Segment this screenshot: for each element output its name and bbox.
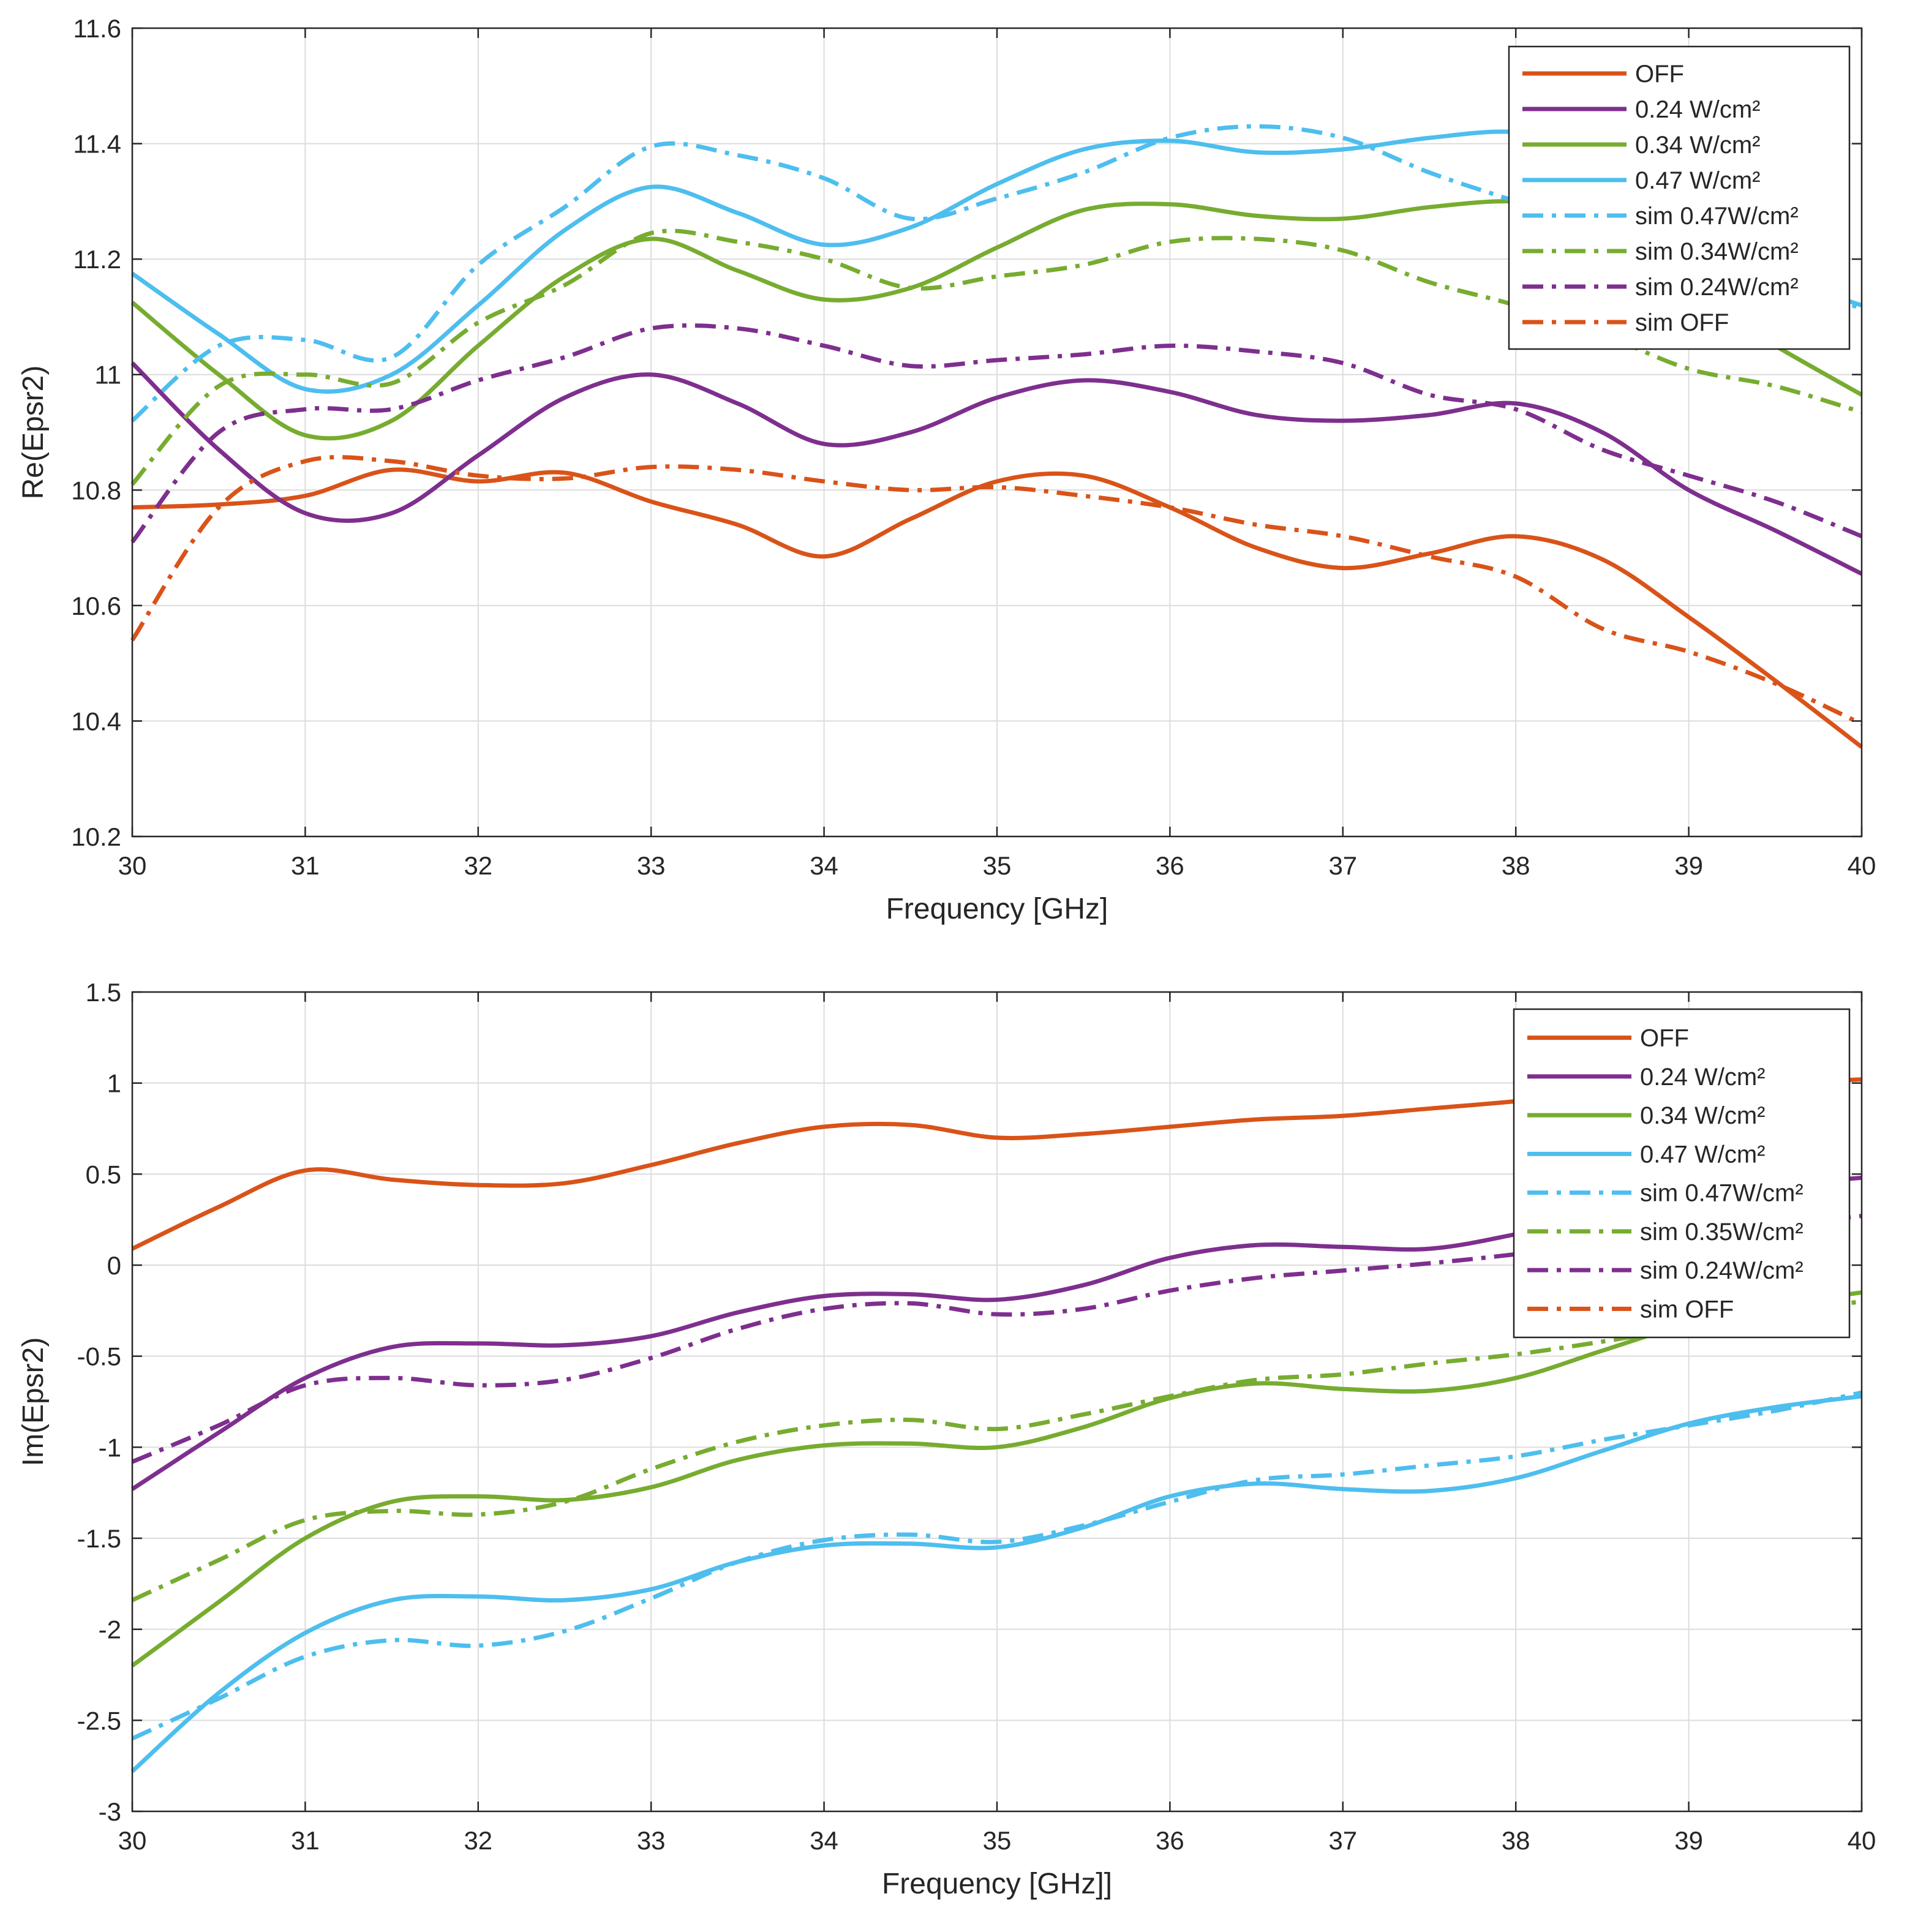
legend-entry: sim 0.47W/cm² [1522, 203, 1799, 230]
x-tick-label: 34 [810, 1826, 838, 1855]
legend-label: sim OFF [1635, 309, 1729, 336]
y-tick-label: -3 [99, 1797, 121, 1826]
legend-label: 0.47 W/cm² [1640, 1141, 1765, 1168]
series-line-top-7 [130, 455, 1863, 726]
legend-label: sim 0.47W/cm² [1635, 203, 1799, 230]
legend-entry: 0.34 W/cm² [1527, 1102, 1765, 1129]
chart-bottom: 30 31 32 33 34 35 36 37 38 39 40 -3 -2.5 -2 -1.5 -1 -0.5… [17, 978, 1876, 1900]
legend-label: sim OFF [1640, 1296, 1734, 1323]
x-tick-label: 31 [291, 851, 320, 880]
x-tick-label: 36 [1156, 851, 1184, 880]
legend-entry: 0.47 W/cm² [1527, 1141, 1765, 1168]
x-axis-label-bottom: Frequency [GHz]] [882, 1868, 1112, 1900]
legend-entry: sim 0.34W/cm² [1522, 238, 1799, 265]
y-tick-label: 0.5 [86, 1160, 121, 1189]
x-tick-label: 32 [464, 851, 492, 880]
x-tick-label: 35 [983, 851, 1012, 880]
ticks-top: 30 31 32 33 34 35 36 37 38 39 40 10.2 10.4 10.6 10.8 11… [71, 14, 1876, 880]
legend-entry: 0.47 W/cm² [1522, 167, 1760, 194]
x-tick-label: 39 [1674, 1826, 1703, 1855]
x-tick-label: 38 [1502, 851, 1530, 880]
legend-entry: OFF [1527, 1025, 1689, 1052]
chart-top: 30 31 32 33 34 35 36 37 38 39 40 10.2 10.4 10.6 10.8 11… [17, 14, 1876, 925]
series-line-top-1 [130, 361, 1863, 576]
legend-label: 0.34 W/cm² [1635, 132, 1760, 159]
y-tick-label: 10.8 [71, 476, 121, 505]
y-tick-label: 0 [107, 1251, 121, 1280]
x-tick-label: 31 [291, 1826, 320, 1855]
x-tick-label: 39 [1674, 851, 1703, 880]
y-tick-label: 10.6 [71, 592, 121, 620]
legend-entry: OFF [1522, 61, 1684, 88]
x-axis-label-top: Frequency [GHz] [886, 893, 1108, 925]
y-tick-label: -1.5 [77, 1524, 121, 1553]
legend-entry: sim 0.24W/cm² [1527, 1257, 1804, 1284]
ticks-bottom: 30 31 32 33 34 35 36 37 38 39 40 -3 -2.5 -2 -1.5 -1 -0.5… [77, 978, 1876, 1855]
legend-label: 0.47 W/cm² [1635, 167, 1760, 194]
x-tick-label: 40 [1848, 851, 1876, 880]
legend-entry: 0.34 W/cm² [1522, 132, 1760, 159]
series-line-bottom-4 [131, 1390, 1862, 1741]
x-tick-label: 32 [464, 1826, 492, 1855]
legend-box [1513, 1008, 1851, 1339]
legend-label: sim 0.47W/cm² [1640, 1180, 1804, 1207]
y-tick-label: 10.2 [71, 822, 121, 851]
x-tick-label: 40 [1848, 1826, 1876, 1855]
x-tick-label: 38 [1502, 1826, 1530, 1855]
y-tick-label: 10.4 [71, 707, 121, 735]
series-line-top-6 [130, 323, 1863, 544]
legend-entry: sim 0.24W/cm² [1522, 274, 1799, 301]
legend-top: OFF 0.24 W/cm² 0.34 W/cm² 0.47 W/cm² sim 0.4… [1508, 45, 1851, 350]
y-axis-label-bottom: Im(Epsr2) [17, 1337, 50, 1467]
x-tick-label: 33 [637, 1826, 666, 1855]
legend-label: 0.24 W/cm² [1640, 1064, 1765, 1091]
y-tick-label: 11 [94, 361, 121, 389]
legend-box [1508, 45, 1851, 350]
x-tick-label: 36 [1156, 1826, 1184, 1855]
legend-entry: sim OFF [1527, 1296, 1734, 1323]
y-tick-label: -2.5 [77, 1706, 121, 1735]
legend-label: sim 0.24W/cm² [1635, 274, 1799, 301]
legend-label: OFF [1640, 1025, 1689, 1052]
x-tick-label: 33 [637, 851, 666, 880]
y-tick-label: 1.5 [86, 978, 121, 1007]
y-tick-label: -2 [99, 1615, 121, 1644]
legend-entry: sim 0.47W/cm² [1527, 1180, 1804, 1207]
legend-entry: sim OFF [1522, 309, 1729, 336]
legend-label: OFF [1635, 61, 1684, 88]
x-tick-label: 34 [810, 851, 838, 880]
legend-entry: 0.24 W/cm² [1522, 96, 1760, 123]
series-line-top-5 [130, 228, 1863, 486]
y-tick-label: -1 [99, 1433, 121, 1462]
y-tick-label: 1 [107, 1069, 121, 1098]
series-line-top-0 [132, 467, 1864, 749]
series-line-bottom-3 [130, 1394, 1862, 1773]
x-tick-label: 35 [983, 1826, 1012, 1855]
x-tick-label: 37 [1328, 851, 1357, 880]
x-tick-label: 37 [1328, 1826, 1357, 1855]
y-tick-label: -0.5 [77, 1342, 121, 1371]
y-tick-label: 11.2 [73, 245, 121, 274]
legend-label: sim 0.35W/cm² [1640, 1219, 1804, 1246]
y-tick-label: 11.4 [73, 130, 121, 159]
x-tick-label: 30 [118, 851, 147, 880]
y-tick-label: 11.6 [73, 14, 121, 43]
legend-label: sim 0.24W/cm² [1640, 1257, 1804, 1284]
legend-label: 0.24 W/cm² [1635, 96, 1760, 123]
legend-bottom: OFF 0.24 W/cm² 0.34 W/cm² 0.47 W/cm² sim 0.4… [1513, 1008, 1851, 1339]
y-axis-label-top: Re(Epsr2) [17, 366, 50, 500]
series-line-bottom-2 [130, 1290, 1862, 1667]
legend-entry: 0.24 W/cm² [1527, 1064, 1765, 1091]
x-tick-label: 30 [118, 1826, 147, 1855]
legend-entry: sim 0.35W/cm² [1527, 1219, 1804, 1246]
legend-label: 0.34 W/cm² [1640, 1102, 1765, 1129]
legend-label: sim 0.34W/cm² [1635, 238, 1799, 265]
series-line-bottom-5 [131, 1299, 1862, 1603]
